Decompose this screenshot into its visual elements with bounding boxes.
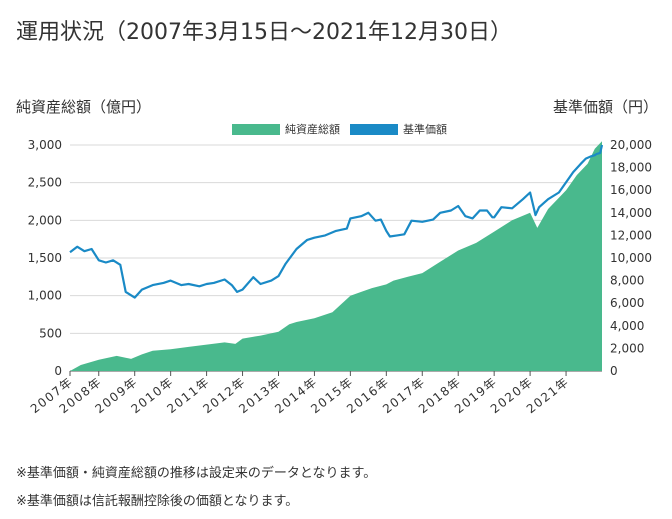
left-tick-label: 2,000 bbox=[28, 213, 62, 227]
x-tick-label: 2016年 bbox=[344, 374, 392, 416]
left-tick-label: 3,000 bbox=[28, 138, 62, 152]
right-tick-label: 16,000 bbox=[610, 183, 652, 197]
right-tick-label: 14,000 bbox=[610, 206, 652, 220]
x-tick-label: 2011年 bbox=[164, 374, 212, 416]
right-tick-label: 10,000 bbox=[610, 251, 652, 265]
x-tick-label: 2010年 bbox=[128, 374, 176, 416]
right-tick-label: 0 bbox=[610, 364, 618, 378]
footnote-1: ※基準価額・純資産総額の推移は設定来のデータとなります。 bbox=[16, 466, 377, 481]
x-tick-label: 2018年 bbox=[416, 374, 464, 416]
x-tick-label: 2015年 bbox=[308, 374, 356, 416]
x-tick-label: 2012年 bbox=[200, 374, 248, 416]
legend-swatch-nav bbox=[350, 123, 398, 135]
x-tick-label: 2009年 bbox=[92, 374, 140, 416]
legend: 純資産総額 基準価額 bbox=[232, 121, 447, 137]
right-tick-label: 20,000 bbox=[610, 138, 652, 152]
x-tick-label: 2021年 bbox=[524, 374, 572, 416]
x-tick-label: 2017年 bbox=[380, 374, 428, 416]
right-tick-label: 6,000 bbox=[610, 296, 644, 310]
x-tick-label: 2007年 bbox=[28, 374, 76, 416]
right-tick-label: 8,000 bbox=[610, 274, 644, 288]
net-assets-area bbox=[70, 141, 602, 371]
x-tick-label: 2020年 bbox=[488, 374, 536, 416]
legend-swatch-net-assets bbox=[232, 123, 280, 135]
legend-label-net-assets: 純資産総額 bbox=[285, 123, 340, 136]
left-tick-label: 1,000 bbox=[28, 289, 62, 303]
left-tick-label: 1,500 bbox=[28, 251, 62, 265]
legend-item-nav: 基準価額 bbox=[350, 121, 447, 137]
left-axis-title: 純資産総額（億円） bbox=[16, 98, 152, 116]
right-tick-label: 4,000 bbox=[610, 319, 644, 333]
right-tick-label: 12,000 bbox=[610, 228, 652, 242]
left-tick-label: 500 bbox=[39, 326, 62, 340]
left-tick-label: 2,500 bbox=[28, 176, 62, 190]
x-tick-label: 2008年 bbox=[57, 374, 105, 416]
nav-line bbox=[69, 144, 604, 299]
x-tick-label: 2013年 bbox=[236, 374, 284, 416]
right-axis-title: 基準価額（円） bbox=[552, 98, 658, 116]
footnote-2: ※基準価額は信託報酬控除後の価額となります。 bbox=[16, 494, 299, 509]
legend-item-net-assets: 純資産総額 bbox=[232, 121, 340, 137]
legend-label-nav: 基準価額 bbox=[403, 123, 447, 136]
left-tick-label: 0 bbox=[54, 364, 62, 378]
right-tick-label: 18,000 bbox=[610, 161, 652, 175]
x-tick-label: 2014年 bbox=[272, 374, 320, 416]
x-tick-label: 2019年 bbox=[452, 374, 500, 416]
chart-title: 運用状況（2007年3月15日〜2021年12月30日） bbox=[16, 20, 512, 45]
right-tick-label: 2,000 bbox=[610, 341, 644, 355]
